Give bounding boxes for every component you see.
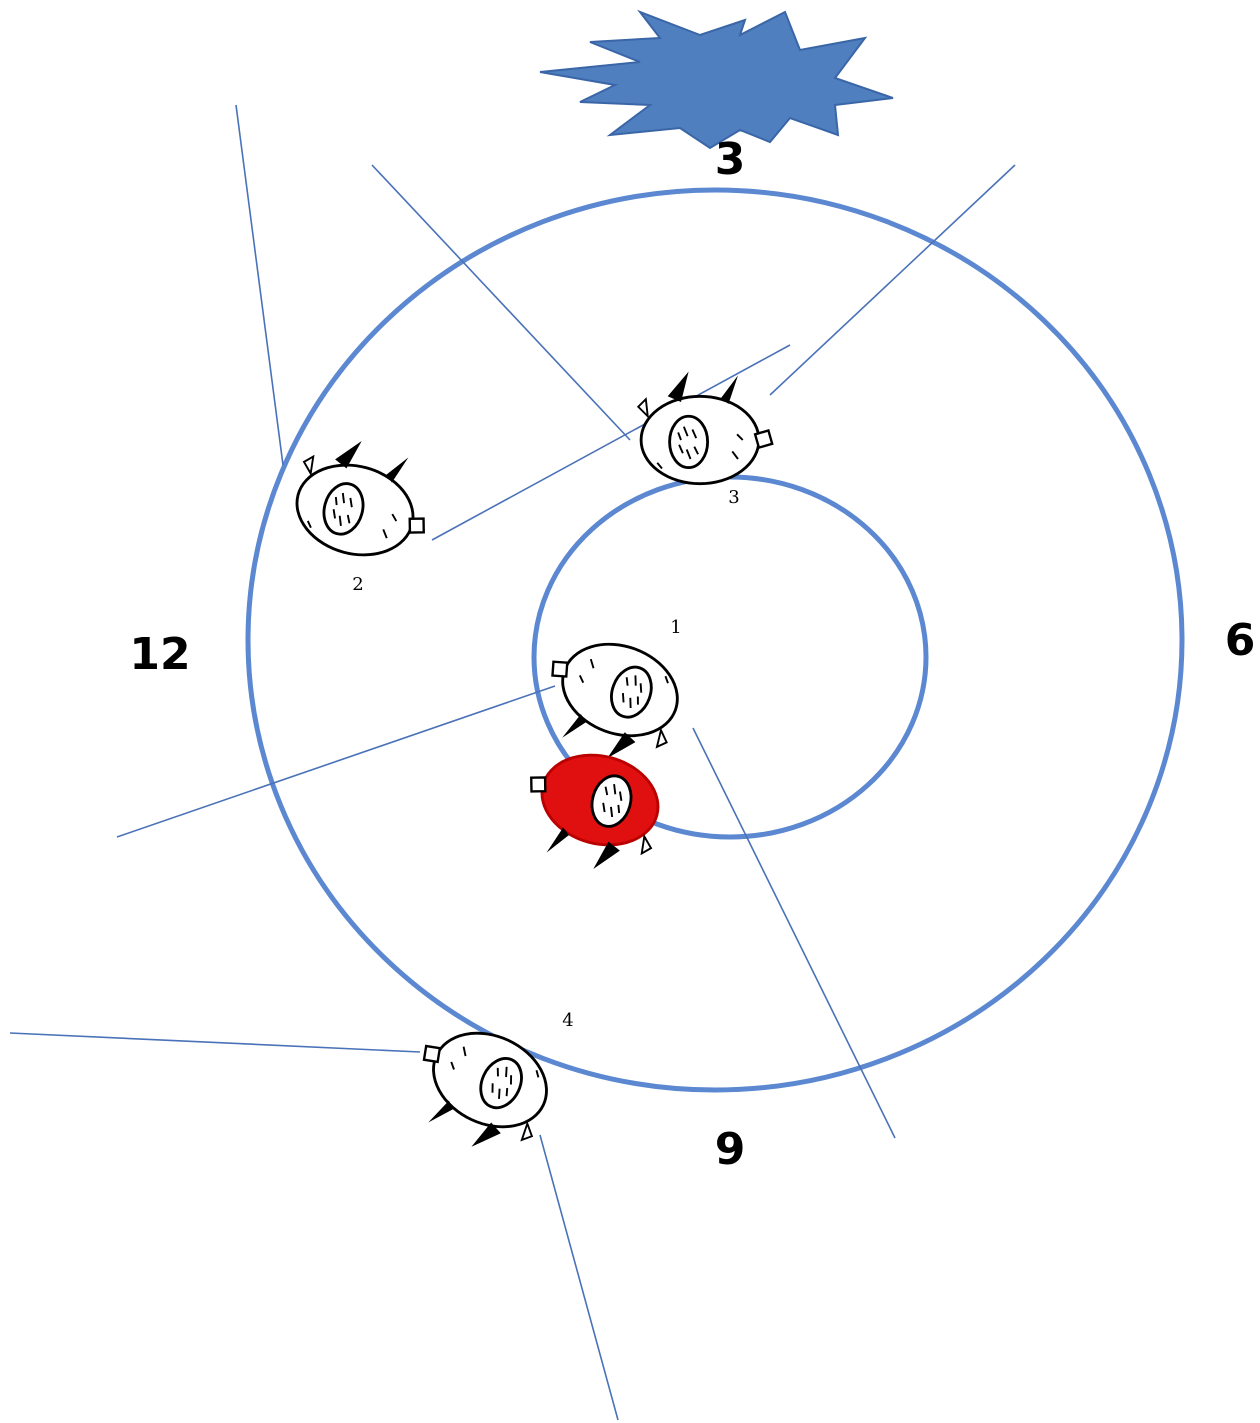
label-bottom: 9 (715, 1124, 746, 1175)
pig-label: 4 (562, 1010, 573, 1031)
ray (540, 1135, 618, 1420)
starburst (540, 12, 893, 148)
label-left: 12 (129, 629, 190, 680)
pig-2 (284, 428, 442, 571)
outer-ring (248, 190, 1182, 1090)
label-right: 6 (1225, 615, 1256, 666)
page: 3 6 9 12 1 2 3 4 (() => { const data = J… (0, 0, 1260, 1423)
diagram: 3 6 9 12 1 2 3 4 (0, 0, 1260, 1423)
pig-label: 2 (352, 574, 363, 595)
ray (10, 1033, 420, 1052)
pig-3 (638, 372, 772, 484)
pig-label: 1 (670, 617, 681, 638)
ray (236, 105, 283, 465)
pig-4 (396, 1010, 565, 1168)
ray (117, 686, 555, 837)
pig-label: 3 (728, 487, 739, 508)
pig-red (513, 739, 671, 882)
label-top: 3 (715, 134, 746, 185)
pig-1 (529, 624, 693, 775)
